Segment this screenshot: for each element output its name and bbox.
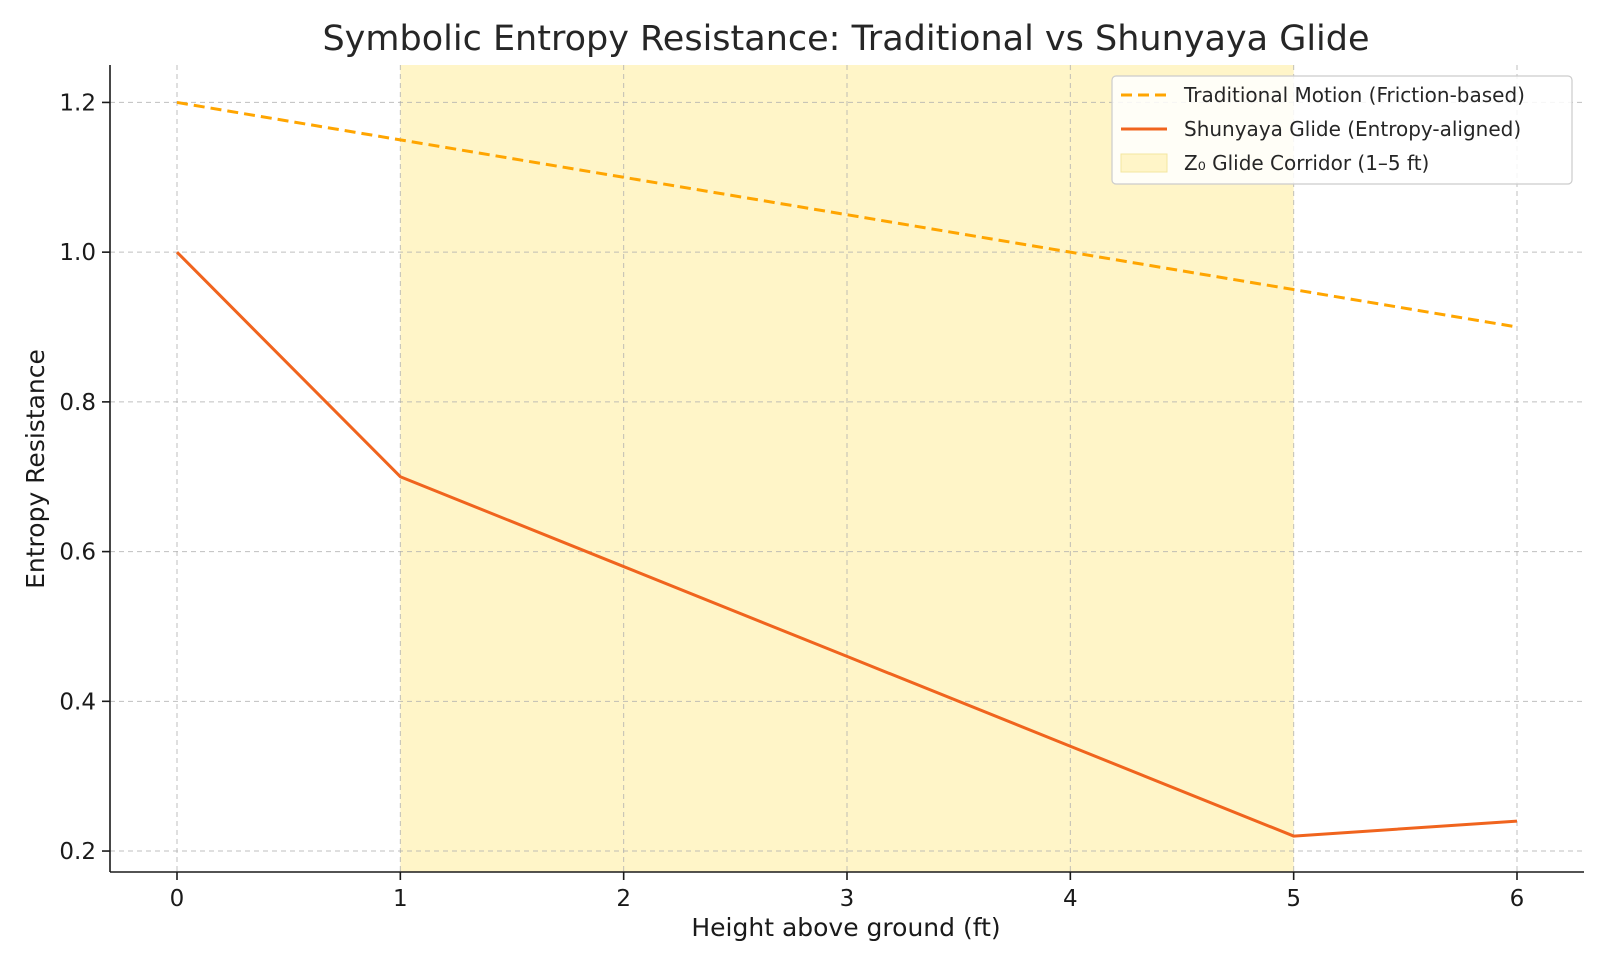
x-axis-label: Height above ground (ft) [691,913,1000,942]
legend-entry-traditional: Traditional Motion (Friction-based) [1121,83,1525,107]
y-axis-label: Entropy Resistance [21,349,50,589]
traditional-motion-line [176,100,1518,329]
glide-corridor-region [400,65,1294,872]
x-tick-label: 3 [840,886,855,912]
y-tick-label: 0.8 [59,390,96,416]
x-tick-label: 5 [1286,886,1301,912]
y-tick-label: 1.2 [59,90,96,116]
x-tick-label: 1 [393,886,408,912]
y-tick-label: 0.2 [59,839,96,865]
x-tick-label: 2 [616,886,631,912]
shunyaya-glide-line [175,251,1518,838]
y-tick-label: 0.4 [59,689,96,715]
chart-title: Symbolic Entropy Resistance: Traditional… [322,19,1369,59]
y-tick-label: 1.0 [59,240,96,266]
legend-label: Traditional Motion (Friction-based) [1183,83,1525,107]
legend-label: Shunyaya Glide (Entropy-aligned) [1184,117,1521,141]
x-tick-label: 4 [1063,886,1078,912]
legend-entry-corridor: Z₀ Glide Corridor (1–5 ft) [1120,151,1429,175]
x-tick-label: 0 [170,886,185,912]
legend-label: Z₀ Glide Corridor (1–5 ft) [1184,151,1429,175]
legend-box [1111,75,1573,185]
legend-entry-shunyaya: Shunyaya Glide (Entropy-aligned) [1121,117,1521,141]
legend-swatch [1120,153,1168,173]
y-tick-label: 0.6 [59,540,96,566]
x-tick-label: 6 [1510,886,1525,912]
